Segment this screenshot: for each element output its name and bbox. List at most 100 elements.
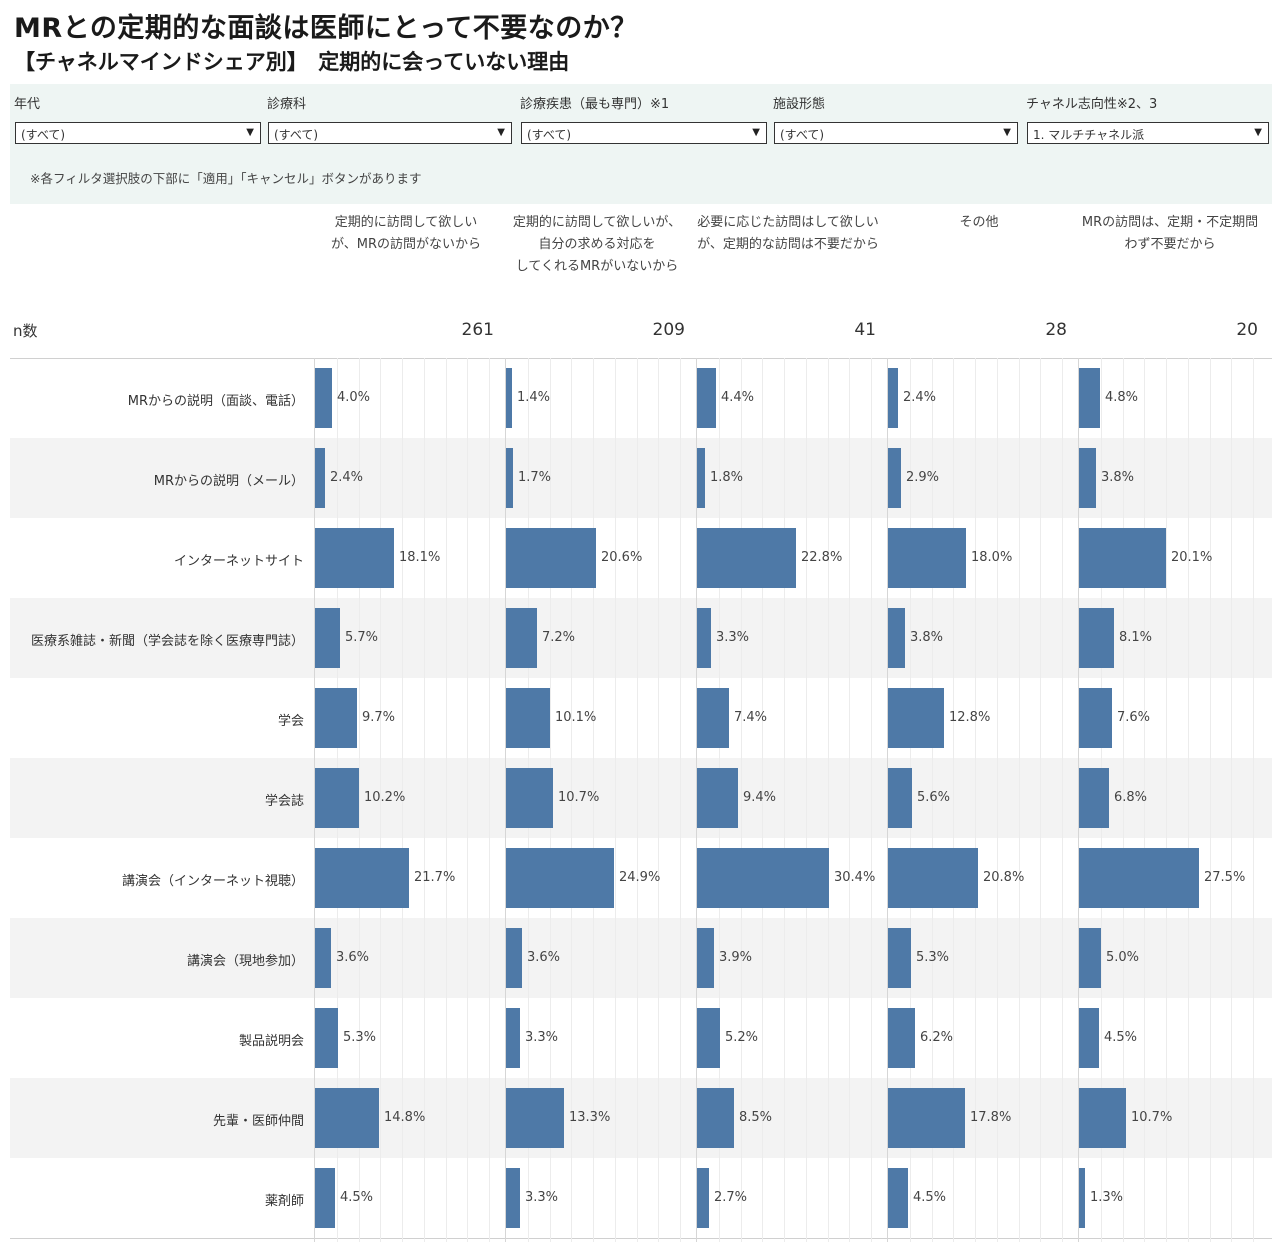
bar xyxy=(315,1008,338,1068)
gridline xyxy=(784,358,785,1242)
dropdown-value: (すべて) xyxy=(21,128,66,142)
data-label: 1.3% xyxy=(1090,1190,1124,1205)
bar xyxy=(888,528,966,588)
data-label: 3.6% xyxy=(336,950,370,965)
row-band xyxy=(10,598,1272,678)
row-band xyxy=(10,918,1272,998)
axis-bottom-line xyxy=(10,1238,1272,1239)
bar xyxy=(506,528,596,588)
bar xyxy=(315,448,325,508)
data-label: 7.6% xyxy=(1117,710,1151,725)
gridline xyxy=(741,358,742,1242)
bar xyxy=(697,928,714,988)
n-value: 20 xyxy=(1236,320,1258,340)
bar xyxy=(697,528,796,588)
column-header: 定期的に訪問して欲しい が、MRの訪問がないから xyxy=(311,212,501,256)
gridline xyxy=(1166,358,1167,1242)
bar xyxy=(697,448,705,508)
data-label: 20.6% xyxy=(601,550,643,565)
chevron-down-icon: ▼ xyxy=(246,127,254,138)
column-header-line: その他 xyxy=(959,215,999,230)
category-label: 講演会（インターネット視聴） xyxy=(121,874,304,889)
data-label: 14.8% xyxy=(384,1110,426,1125)
data-label: 5.7% xyxy=(345,630,379,645)
gridline xyxy=(658,358,659,1242)
filter-label: 診療科 xyxy=(267,97,307,112)
filter-panel: 年代 (すべて) ▼ 診療科 (すべて) ▼ 診療疾患（最も専門）※1 (すべて… xyxy=(10,84,1272,204)
facility-dropdown[interactable]: (すべて) ▼ xyxy=(774,122,1018,144)
category-label: 医療系雑誌・新聞（学会誌を除く医療専門誌） xyxy=(30,634,304,649)
gridline xyxy=(380,358,381,1242)
bar xyxy=(888,848,978,908)
data-label: 5.3% xyxy=(343,1030,377,1045)
column-header: MRの訪問は、定期・不定期問 わず不要だから xyxy=(1075,212,1265,256)
bar xyxy=(506,928,522,988)
disease-dropdown[interactable]: (すべて) ▼ xyxy=(521,122,767,144)
gridline xyxy=(997,358,998,1242)
data-label: 9.7% xyxy=(362,710,396,725)
data-label: 3.9% xyxy=(719,950,753,965)
chevron-down-icon: ▼ xyxy=(752,127,760,138)
data-label: 18.0% xyxy=(971,550,1013,565)
n-label: n数 xyxy=(13,322,38,340)
data-label: 12.8% xyxy=(949,710,991,725)
gridline xyxy=(849,358,850,1242)
bar xyxy=(506,768,553,828)
data-label: 20.8% xyxy=(983,870,1025,885)
bar xyxy=(1079,768,1109,828)
gridline xyxy=(806,358,807,1242)
data-label: 10.7% xyxy=(558,790,600,805)
gridline xyxy=(424,358,425,1242)
gridline xyxy=(1253,358,1254,1242)
chevron-down-icon: ▼ xyxy=(497,127,505,138)
panel-divider xyxy=(1078,358,1079,1242)
gridline xyxy=(1040,358,1041,1242)
gridline xyxy=(680,358,681,1242)
column-header-line: わず不要だから xyxy=(1124,237,1216,252)
panel-divider xyxy=(696,358,697,1242)
bar xyxy=(888,1088,965,1148)
data-label: 1.4% xyxy=(517,390,551,405)
bar xyxy=(1079,1008,1099,1068)
chevron-down-icon: ▼ xyxy=(1254,127,1262,138)
data-label: 2.4% xyxy=(903,390,937,405)
bar xyxy=(888,608,905,668)
category-label: 学会誌 xyxy=(264,794,304,809)
channel-dropdown[interactable]: 1. マルチチャネル派 ▼ xyxy=(1027,122,1269,144)
filter-label: 年代 xyxy=(14,97,41,112)
bar xyxy=(697,1168,709,1228)
data-label: 4.0% xyxy=(337,390,371,405)
category-label: MRからの説明（面談、電話） xyxy=(127,394,304,409)
data-label: 3.3% xyxy=(525,1030,559,1045)
column-header-line: 定期的に訪問して欲しいが、 xyxy=(512,215,682,230)
data-label: 3.3% xyxy=(716,630,750,645)
bar xyxy=(1079,1168,1085,1228)
gridline xyxy=(1062,358,1063,1242)
n-value: 41 xyxy=(854,320,876,340)
bar xyxy=(697,368,716,428)
filter-label: 診療疾患（最も専門）※1 xyxy=(520,97,670,112)
data-label: 4.8% xyxy=(1105,390,1139,405)
data-label: 8.5% xyxy=(739,1110,773,1125)
bar xyxy=(888,368,898,428)
gridline xyxy=(871,358,872,1242)
data-label: 3.8% xyxy=(910,630,944,645)
department-dropdown[interactable]: (すべて) ▼ xyxy=(268,122,512,144)
gridline xyxy=(975,358,976,1242)
data-label: 20.1% xyxy=(1171,550,1213,565)
column-header-line: してくれるMRがいないから xyxy=(515,259,679,274)
gridline xyxy=(1019,358,1020,1242)
bar xyxy=(697,1008,720,1068)
bar xyxy=(697,1088,734,1148)
n-value: 261 xyxy=(461,320,494,340)
bar xyxy=(315,368,332,428)
age-dropdown[interactable]: (すべて) ▼ xyxy=(15,122,261,144)
gridline xyxy=(828,358,829,1242)
gridline xyxy=(571,358,572,1242)
bar xyxy=(506,848,614,908)
category-label: 講演会（現地参加） xyxy=(186,954,304,969)
bar xyxy=(315,1168,335,1228)
data-label: 7.4% xyxy=(734,710,768,725)
column-header-line: が、MRの訪問がないから xyxy=(331,237,481,252)
dropdown-value: (すべて) xyxy=(274,128,319,142)
